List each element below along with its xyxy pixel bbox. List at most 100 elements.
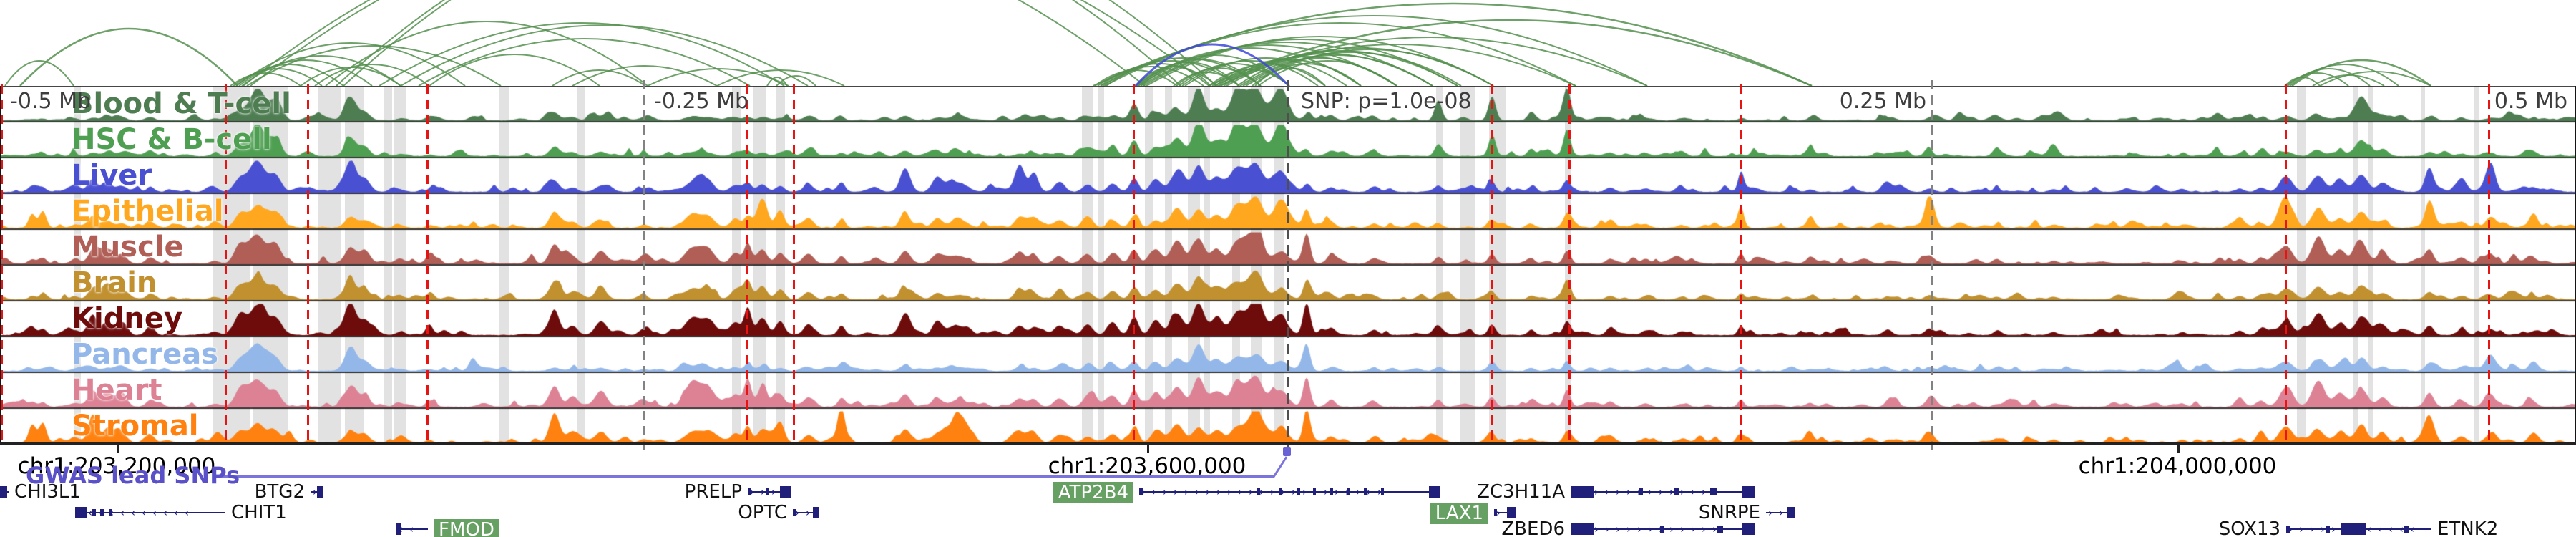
- gene-label-prelp: PRELP: [684, 481, 742, 503]
- axis-label-plus-0-5mb: 0.5 Mb: [2494, 89, 2567, 114]
- gene-exon-box: [1742, 523, 1755, 535]
- gene-exon-box: [1429, 486, 1440, 498]
- chromatin-interaction-arc: [379, 22, 785, 86]
- gene-exon-box: [1330, 488, 1333, 495]
- gene-label-btg2: BTG2: [254, 481, 305, 503]
- gene-strand-arrows: ››››››››››››››: [1573, 485, 1723, 498]
- gene-snrpe: ›› SNRPE: [0, 502, 2576, 523]
- quarter-mb-gridline: [1931, 80, 1933, 453]
- gene-exon-box: [75, 507, 87, 518]
- gene-label-zbed6: ZBED6: [1501, 518, 1565, 537]
- chromatin-interaction-arc: [766, 77, 788, 86]
- track-label-liver: Liver: [72, 159, 152, 192]
- gene-zc3h11a: ›››››››››››››› ZC3H11A: [0, 482, 2576, 502]
- chromatin-interaction-arc: [4, 60, 74, 86]
- gene-strand-arrows: ››: [1768, 506, 1790, 519]
- gene-body-line: [1766, 512, 1795, 513]
- gene-exon-box: [1717, 526, 1723, 533]
- gene-body-line: [396, 528, 428, 530]
- gene-exon-box: [1571, 486, 1594, 498]
- chr-tick-left: [117, 445, 119, 453]
- gene-lax1: › LAX1: [0, 503, 2576, 524]
- gene-atp2b4: ››››››››››››››››››››››› ATP2B4: [0, 482, 2576, 503]
- gwas-snp-red-line: [793, 84, 795, 445]
- gene-body-line: [2354, 528, 2431, 530]
- chromatin-interaction-arc: [1143, 39, 1458, 86]
- genomic-axis: [0, 442, 2576, 445]
- chromatin-interaction-arc: [336, 0, 1181, 86]
- gene-exon-box: [793, 509, 796, 516]
- gene-label-snrpe: SNRPE: [1698, 502, 1760, 523]
- gene-exon-box: [396, 523, 401, 535]
- chromatin-interaction-arc: [2287, 68, 2371, 86]
- gene-exon-box: [1313, 488, 1316, 495]
- gene-exon-box: [1710, 488, 1717, 495]
- gene-btg2: › BTG2: [0, 481, 2576, 503]
- chromatin-interaction-arc: [1207, 19, 1813, 86]
- gene-exon-box: [1381, 488, 1384, 495]
- gene-etnk2: ‹‹‹‹‹‹ ETNK2: [0, 518, 2576, 537]
- gene-exon-box: [1571, 523, 1594, 535]
- track-label-blood-t-cell: Blood & T-cell: [72, 87, 291, 120]
- gene-exon-box: [1507, 507, 1516, 518]
- chr-coordinate-mid: chr1:203,600,000: [1048, 453, 1246, 479]
- chromatin-interaction-arc: [418, 38, 751, 86]
- axis-label-minus-0-5mb: -0.5 Mb: [10, 89, 91, 114]
- chr-coordinate-left: chr1:203,200,000: [17, 453, 216, 479]
- quarter-mb-gridline: [643, 80, 645, 453]
- panel-right-border: [2575, 86, 2576, 444]
- gwas-snp-red-line: [225, 84, 227, 445]
- gene-body-line: [793, 512, 819, 513]
- gene-exon-box: [0, 486, 7, 498]
- chromatin-interaction-arc: [343, 0, 1217, 86]
- chr-coordinate-right: chr1:204,000,000: [2078, 453, 2277, 479]
- gene-exon-box: [780, 486, 791, 498]
- chromatin-interaction-arc: [1140, 42, 1433, 86]
- lead-snp-line: [1287, 80, 1289, 455]
- gwas-snp-red-line: [1568, 84, 1571, 445]
- track-label-kidney: Kidney: [72, 302, 183, 335]
- gene-exon-box: [766, 488, 769, 495]
- gene-exon-box: [1347, 488, 1350, 495]
- chromatin-interaction-arc: [246, 45, 502, 86]
- gwas-snp-red-line: [2488, 84, 2490, 445]
- gene-exon-box: [813, 507, 819, 518]
- gwas-snp-red-line: [746, 84, 748, 445]
- gene-sox13: ››››› SOX13: [0, 519, 2576, 537]
- chromatin-interaction-arc: [776, 75, 816, 86]
- gene-strand-arrows: ‹‹‹‹‹‹‹‹‹‹‹: [77, 506, 195, 519]
- gene-exon-box: [1257, 488, 1260, 495]
- gene-body-line: [75, 512, 225, 513]
- chromatin-interaction-arc: [572, 65, 718, 86]
- gwas-snp-red-line: [1740, 84, 1742, 445]
- gene-exon-box: [2404, 526, 2409, 533]
- gene-strand-arrows: ››: [795, 506, 816, 519]
- gene-exon-box: [1297, 488, 1300, 495]
- gene-label-chit1: CHIT1: [231, 502, 287, 523]
- gene-body-line: [2286, 528, 2354, 530]
- gene-strand-arrows: ›: [311, 484, 323, 500]
- chromatin-interaction-arc: [1146, 36, 1494, 86]
- snp-pvalue-label: SNP: p=1.0e-08: [1301, 89, 1472, 114]
- gene-body-line: [1494, 512, 1516, 513]
- gwas-snp-red-line: [307, 84, 309, 445]
- track-label-hsc-b-cell: HSC & B-cell: [72, 123, 272, 156]
- chromatin-interaction-arc: [241, 55, 401, 86]
- chromatin-interaction-arc: [2289, 64, 2399, 86]
- gene-exon-box: [1139, 488, 1143, 495]
- gene-strand-arrows: ›››: [748, 484, 791, 500]
- track-label-brain: Brain: [72, 266, 157, 299]
- chromatin-interaction-arc: [716, 69, 845, 86]
- gene-label-chi3l1: CHI3L1: [14, 481, 81, 503]
- axis-label-plus-0-25mb: 0.25 Mb: [1839, 89, 1926, 114]
- chromatin-interaction-arc: [2291, 59, 2431, 86]
- gene-label-etnk2: ETNK2: [2437, 518, 2499, 537]
- chromatin-interaction-arc: [1181, 60, 1319, 86]
- gene-exon-box: [1639, 488, 1643, 495]
- chromatin-interaction-arc: [230, 72, 301, 86]
- gene-strand-arrows: ›››››››››››››››››››››››: [1141, 485, 1388, 498]
- gene-exon-box: [748, 488, 751, 495]
- chromatin-interaction-arc: [1137, 44, 1397, 86]
- axis-label-minus-0-25mb: -0.25 Mb: [654, 89, 749, 114]
